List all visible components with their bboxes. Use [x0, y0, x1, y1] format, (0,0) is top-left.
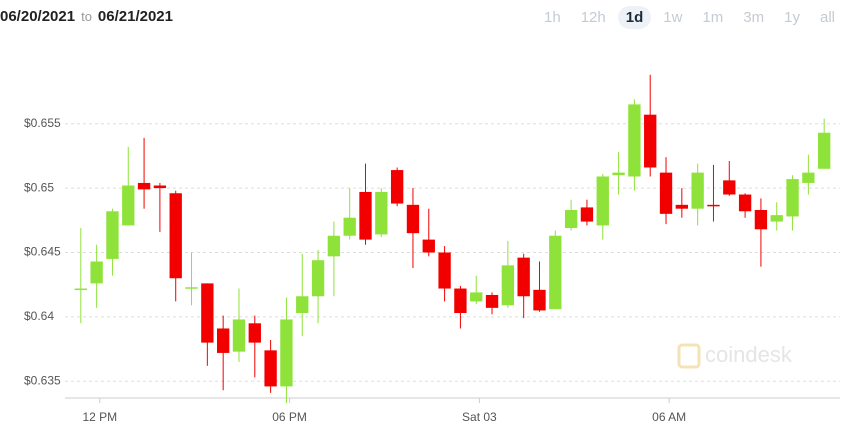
candle-body: [485, 294, 499, 308]
range-button[interactable]: 1y: [784, 9, 800, 26]
candle-body: [343, 217, 356, 236]
candle-body: [122, 185, 135, 226]
candle-body: [644, 114, 657, 168]
candle-body: [74, 288, 87, 291]
candle-body: [580, 207, 594, 222]
y-tick-label: $0.65: [24, 180, 54, 194]
x-tick-label: 06 AM: [652, 410, 686, 424]
candle-body: [501, 265, 515, 306]
candle-body: [406, 204, 420, 234]
candle-body: [232, 319, 246, 352]
candle-body: [659, 172, 673, 214]
date-to-label: to: [81, 9, 92, 24]
candle-body: [738, 194, 752, 212]
candle-body: [454, 288, 467, 314]
y-tick-label: $0.655: [24, 116, 61, 130]
candle-body: [106, 211, 119, 259]
candle-body: [517, 257, 530, 297]
x-tick-label: 06 PM: [272, 410, 307, 424]
candle-body: [723, 180, 736, 195]
candle-body: [818, 132, 831, 169]
candle-body: [438, 252, 451, 289]
date-from: 06/20/2021: [0, 8, 76, 25]
date-range: 06/20/2021 to 06/21/2021: [0, 8, 173, 25]
candle-body: [90, 261, 103, 284]
date-to: 06/21/2021: [97, 8, 173, 25]
range-button[interactable]: 1m: [702, 9, 724, 26]
candle-body: [549, 235, 562, 310]
candle-body: [137, 182, 151, 190]
candle-body: [280, 319, 293, 387]
y-tick-label: $0.64: [24, 309, 54, 323]
candle-body: [216, 328, 230, 353]
candle-body: [533, 289, 546, 311]
watermark: coindesk: [705, 342, 793, 367]
candle-body: [185, 287, 198, 289]
candle-body: [691, 172, 704, 209]
x-tick-label: 12 PM: [82, 410, 117, 424]
range-button[interactable]: 3m: [743, 9, 765, 26]
candle-body: [628, 104, 641, 177]
range-button[interactable]: 1w: [663, 9, 683, 26]
candle-body: [802, 172, 815, 183]
candle-body: [296, 296, 309, 314]
watermark-logo: [677, 343, 701, 369]
candle-body: [375, 191, 388, 235]
range-button[interactable]: 1d: [617, 6, 652, 29]
y-tick-label: $0.635: [24, 373, 61, 387]
candle-body: [422, 239, 435, 253]
header: 06/20/2021 to 06/21/2021 1h 12h 1d 1w 1m 3m 1y al…: [0, 0, 853, 36]
candle-body: [770, 215, 783, 222]
candle-body: [248, 323, 261, 343]
candle-body: [327, 235, 341, 257]
candle-body: [264, 350, 277, 387]
candle-body: [470, 292, 483, 302]
range-buttons: 1h 12h 1d 1w 1m 3m 1y all: [536, 6, 843, 29]
range-button[interactable]: 1h: [544, 9, 561, 26]
candle-body: [390, 170, 404, 204]
x-tick-label: Sat 03: [462, 410, 497, 424]
candle-body: [153, 185, 167, 189]
range-button[interactable]: all: [819, 9, 835, 26]
candle-body: [612, 172, 625, 176]
candle-body: [596, 176, 609, 226]
candle-body: [707, 204, 720, 207]
candle-body: [311, 260, 325, 297]
candle-body: [359, 191, 372, 240]
candle-body: [754, 209, 768, 230]
candle-body: [564, 209, 578, 229]
candle-body: [675, 204, 689, 209]
candle-body: [201, 283, 214, 343]
candle-body: [786, 179, 799, 217]
candle-body: [169, 193, 182, 279]
y-tick-label: $0.645: [24, 245, 61, 259]
range-button[interactable]: 12h: [580, 9, 606, 26]
